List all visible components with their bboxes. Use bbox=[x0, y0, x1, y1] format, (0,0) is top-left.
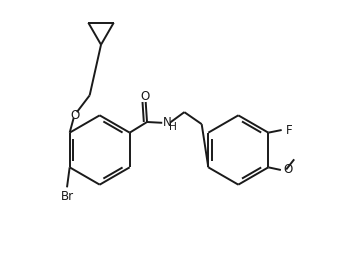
Text: H: H bbox=[169, 122, 177, 132]
Text: N: N bbox=[162, 116, 171, 129]
Text: F: F bbox=[286, 124, 293, 136]
Text: O: O bbox=[70, 109, 80, 122]
Text: Br: Br bbox=[61, 190, 74, 203]
Text: O: O bbox=[284, 163, 293, 177]
Text: O: O bbox=[140, 90, 149, 103]
